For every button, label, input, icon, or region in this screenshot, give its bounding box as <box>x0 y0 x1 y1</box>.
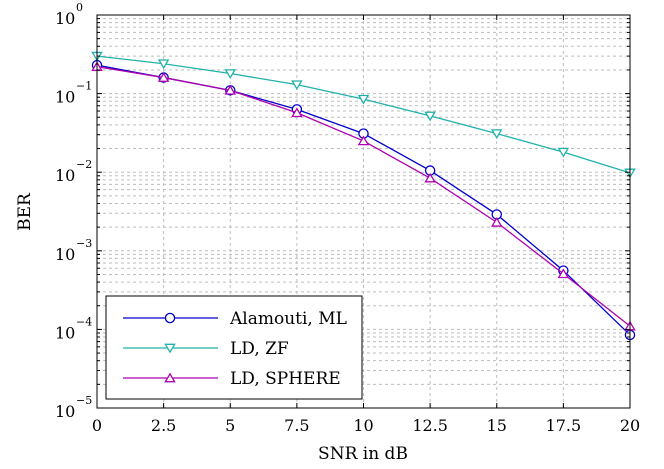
x-tick-label: 7.5 <box>284 416 309 435</box>
data-point <box>357 94 370 105</box>
data-point <box>291 107 303 118</box>
y-tick-exponent: −5 <box>76 394 92 407</box>
y-tick-base: 10 <box>55 9 75 28</box>
data-point <box>424 172 436 183</box>
y-tick-exponent: −4 <box>76 315 92 328</box>
legend-entry: LD, ZF <box>123 339 289 359</box>
x-tick-label: 5 <box>225 416 235 435</box>
legend-entry: LD, SPHERE <box>123 369 341 389</box>
x-tick-label: 17.5 <box>546 416 582 435</box>
y-tick-label: 10−1 <box>55 80 92 107</box>
y-tick-base: 10 <box>55 402 75 421</box>
data-point <box>224 84 236 95</box>
legend-entry: Alamouti, ML <box>123 309 347 329</box>
y-tick-label: 10−5 <box>55 394 92 421</box>
y-tick-label: 10−2 <box>55 158 92 185</box>
y-tick-base: 10 <box>55 323 75 342</box>
data-point <box>224 69 236 79</box>
legend-marker <box>164 312 176 324</box>
data-point <box>157 72 170 82</box>
x-tick-label: 12.5 <box>412 416 448 435</box>
x-axis: 0 2.5 5 7.5 10 12.5 15 17.5 20 <box>92 15 640 435</box>
data-point <box>157 59 170 70</box>
y-tick-base: 10 <box>55 166 75 185</box>
data-point <box>557 147 570 158</box>
legend-label: LD, ZF <box>230 339 289 359</box>
data-point <box>557 268 570 279</box>
y-tick-exponent: −1 <box>76 80 92 93</box>
legend-marker <box>164 343 176 354</box>
y-tick-base: 10 <box>55 88 75 107</box>
y-tick-label: 10−4 <box>55 315 92 342</box>
legend-label: LD, SPHERE <box>230 369 341 389</box>
data-point <box>491 129 503 140</box>
y-tick-label: 10−3 <box>55 237 92 264</box>
x-tick-label: 15 <box>487 416 507 435</box>
y-tick-exponent: −3 <box>76 237 92 250</box>
legend-marker <box>164 372 176 383</box>
x-tick-label: 0 <box>92 416 102 435</box>
y-axis-label: BER <box>15 192 35 231</box>
data-point <box>424 111 436 122</box>
x-tick-label: 20 <box>620 416 640 435</box>
data-point <box>491 216 503 227</box>
legend-label: Alamouti, ML <box>229 309 347 329</box>
x-axis-label: SNR in dB <box>318 444 408 464</box>
data-point <box>291 80 303 91</box>
y-tick-exponent: −2 <box>76 158 92 171</box>
y-tick-label: 100 <box>55 1 83 28</box>
data-point <box>357 135 370 146</box>
x-tick-label: 10 <box>353 416 373 435</box>
x-tick-label: 2.5 <box>151 416 176 435</box>
y-tick-base: 10 <box>55 245 75 264</box>
y-tick-exponent: 0 <box>76 1 83 14</box>
legend: Alamouti, ML LD, ZF LD, SPHERE <box>105 295 363 400</box>
